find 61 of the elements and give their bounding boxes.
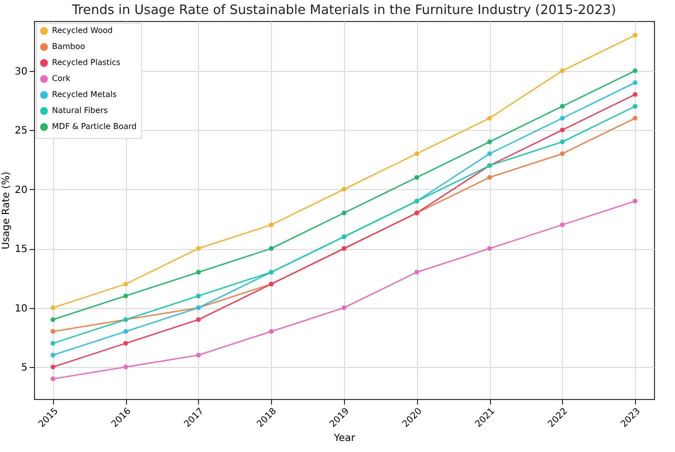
- point: [414, 151, 420, 156]
- legend-label: Natural Fibers: [52, 106, 108, 115]
- point: [487, 151, 492, 156]
- y-tick-label: 15: [14, 244, 28, 256]
- point: [268, 222, 274, 228]
- point: [342, 186, 346, 192]
- point: [414, 175, 420, 180]
- point: [632, 198, 638, 204]
- point: [50, 305, 56, 310]
- point: [50, 364, 56, 370]
- point: [50, 317, 56, 322]
- point: [632, 92, 638, 97]
- legend-label: Recycled Wood: [52, 26, 113, 35]
- point: [50, 352, 56, 358]
- point: [50, 329, 56, 334]
- point: [123, 364, 128, 370]
- point: [487, 116, 492, 121]
- chart-title: Trends in Usage Rate of Sustainable Materials in the Furniture Industry (2015-2023): [70, 3, 616, 18]
- point: [196, 270, 201, 275]
- point: [196, 294, 201, 298]
- point: [123, 282, 128, 286]
- point: [632, 68, 638, 74]
- y-tick-label: 25: [14, 126, 28, 137]
- point: [560, 68, 565, 74]
- point: [123, 340, 128, 346]
- legend-label: Cork: [52, 74, 71, 83]
- point: [123, 294, 128, 298]
- point: [196, 317, 201, 322]
- point: [487, 175, 492, 180]
- point: [632, 32, 638, 38]
- point: [342, 210, 346, 216]
- y-tick-label: 10: [14, 303, 28, 314]
- point: [632, 80, 638, 85]
- point: [487, 246, 492, 251]
- point: [50, 340, 56, 346]
- legend-label: MDF & Particle Board: [52, 122, 137, 131]
- point: [560, 116, 565, 121]
- point: [560, 151, 565, 156]
- point: [560, 104, 565, 109]
- point: [560, 128, 565, 132]
- point: [268, 329, 274, 334]
- legend-label: Bamboo: [52, 42, 86, 51]
- y-tick-label: 30: [14, 66, 28, 78]
- point: [414, 270, 420, 275]
- x-axis-title: Year: [332, 433, 356, 444]
- y-tick-label: 5: [21, 362, 28, 374]
- legend-label: Recycled Plastics: [52, 58, 120, 67]
- legend-label: Recycled Metals: [52, 90, 117, 99]
- point: [196, 352, 201, 358]
- point: [632, 116, 638, 121]
- point: [560, 140, 565, 144]
- y-tick-label: 20: [14, 184, 28, 196]
- point: [342, 305, 346, 310]
- point: [196, 246, 201, 251]
- point: [123, 329, 128, 334]
- y-axis-title: Usage Rate (%): [0, 172, 12, 250]
- point: [268, 246, 274, 251]
- point: [487, 140, 492, 144]
- point: [50, 376, 56, 382]
- point: [632, 104, 638, 109]
- point: [560, 222, 565, 228]
